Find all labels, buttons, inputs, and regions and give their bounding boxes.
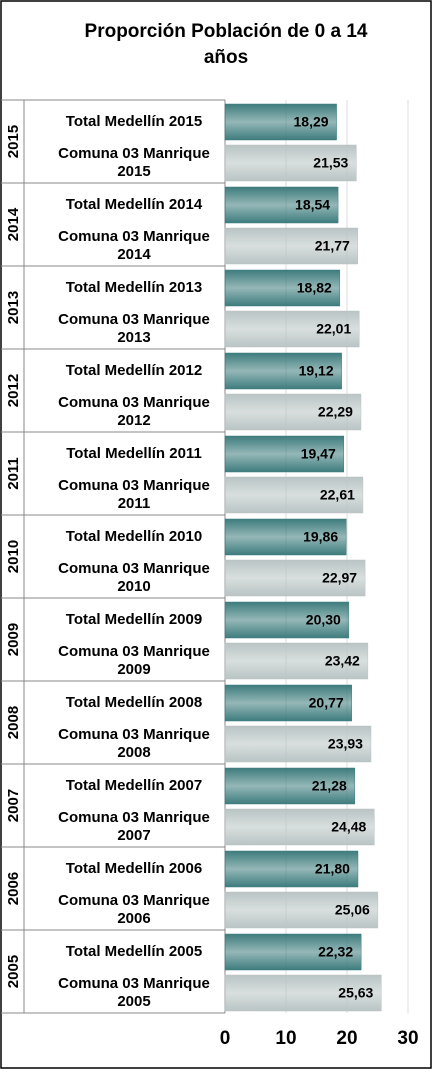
value-label: 22,32: [318, 944, 353, 960]
value-label: 22,61: [320, 487, 355, 503]
group-label: 2012: [5, 374, 22, 407]
value-label: 19,86: [303, 529, 338, 545]
y-tick-label: Total Medellín 2012: [66, 362, 202, 379]
group-label: 2005: [5, 955, 22, 988]
value-label: 18,54: [295, 197, 330, 213]
value-label: 21,80: [315, 861, 350, 877]
chart-title: Proporción Población de 0 a 14 años: [85, 21, 368, 68]
x-tick-label: 0: [220, 1028, 231, 1049]
y-tick-label: Comuna 03 Manrique 2013: [58, 311, 210, 346]
value-label: 25,06: [335, 902, 370, 918]
value-label: 21,53: [313, 155, 348, 171]
y-tick-label: Comuna 03 Manrique 2009: [58, 643, 210, 678]
bar: [224, 227, 359, 265]
value-label: 19,47: [301, 446, 336, 462]
group-label: 2011: [5, 457, 22, 490]
group-label: 2010: [5, 540, 22, 573]
y-tick-label: Total Medellín 2013: [66, 279, 202, 296]
y-tick-label: Total Medellín 2008: [66, 694, 202, 711]
bar: [224, 933, 362, 971]
value-label: 18,82: [297, 280, 332, 296]
x-tick-label: 10: [275, 1028, 296, 1049]
y-tick-label: Total Medellín 2007: [66, 777, 202, 794]
x-tick-label: 30: [397, 1028, 418, 1049]
bar: [224, 310, 360, 348]
value-label: 19,12: [299, 363, 334, 379]
bar: [224, 435, 345, 473]
y-tick-label: Total Medellín 2011: [66, 445, 202, 462]
value-label: 22,97: [322, 570, 357, 586]
x-tick-label: 20: [336, 1028, 357, 1049]
bar: [224, 725, 372, 763]
y-tick-label: Total Medellín 2006: [66, 860, 202, 877]
group-label: 2006: [5, 872, 22, 905]
bar: [224, 559, 366, 597]
group-label: 2014: [5, 207, 22, 241]
bar: [224, 186, 339, 224]
bar: [224, 476, 364, 514]
value-label: 23,93: [328, 736, 363, 752]
bar: [224, 601, 350, 639]
y-tick-label: Comuna 03 Manrique 2006: [58, 892, 210, 927]
y-tick-label: Comuna 03 Manrique 2011: [58, 477, 210, 512]
bar: [224, 974, 382, 1012]
bar: [224, 393, 362, 431]
value-label: 21,28: [312, 778, 347, 794]
y-tick-label: Total Medellín 2014: [66, 196, 203, 213]
y-tick-label: Total Medellín 2010: [66, 528, 202, 545]
bar: [224, 269, 341, 307]
group-label: 2009: [5, 623, 22, 656]
value-label: 20,30: [306, 612, 341, 628]
y-tick-label: Comuna 03 Manrique 2012: [58, 394, 210, 429]
value-label: 23,42: [325, 653, 360, 669]
y-tick-label: Comuna 03 Manrique 2014: [58, 228, 210, 263]
bar: [224, 850, 359, 888]
bar: [224, 808, 375, 846]
y-tick-label: Comuna 03 Manrique 2007: [58, 809, 210, 844]
group-label: 2007: [5, 789, 22, 822]
y-tick-label: Comuna 03 Manrique 2005: [58, 975, 210, 1010]
y-tick-label: Comuna 03 Manrique 2008: [58, 726, 210, 761]
group-label: 2013: [5, 291, 22, 324]
value-label: 25,63: [338, 985, 373, 1001]
bar: [224, 352, 342, 390]
y-tick-label: Comuna 03 Manrique 2015: [58, 145, 210, 180]
value-label: 21,77: [315, 238, 350, 254]
value-label: 22,29: [318, 404, 353, 420]
y-tick-label: Total Medellín 2005: [66, 943, 202, 960]
bar: [224, 767, 356, 805]
bar: [224, 684, 352, 722]
y-tick-label: Comuna 03 Manrique 2010: [58, 560, 210, 595]
value-label: 22,01: [316, 321, 351, 337]
value-label: 20,77: [309, 695, 344, 711]
bar: [224, 103, 337, 141]
value-label: 18,29: [294, 114, 329, 130]
bar: [224, 642, 369, 680]
y-tick-label: Total Medellín 2015: [66, 113, 202, 130]
bar: [224, 891, 379, 929]
bar: [224, 144, 357, 182]
group-label: 2015: [5, 125, 22, 158]
group-label: 2008: [5, 706, 22, 739]
y-tick-label: Total Medellín 2009: [66, 611, 202, 628]
value-label: 24,48: [331, 819, 366, 835]
bar: [224, 518, 347, 556]
